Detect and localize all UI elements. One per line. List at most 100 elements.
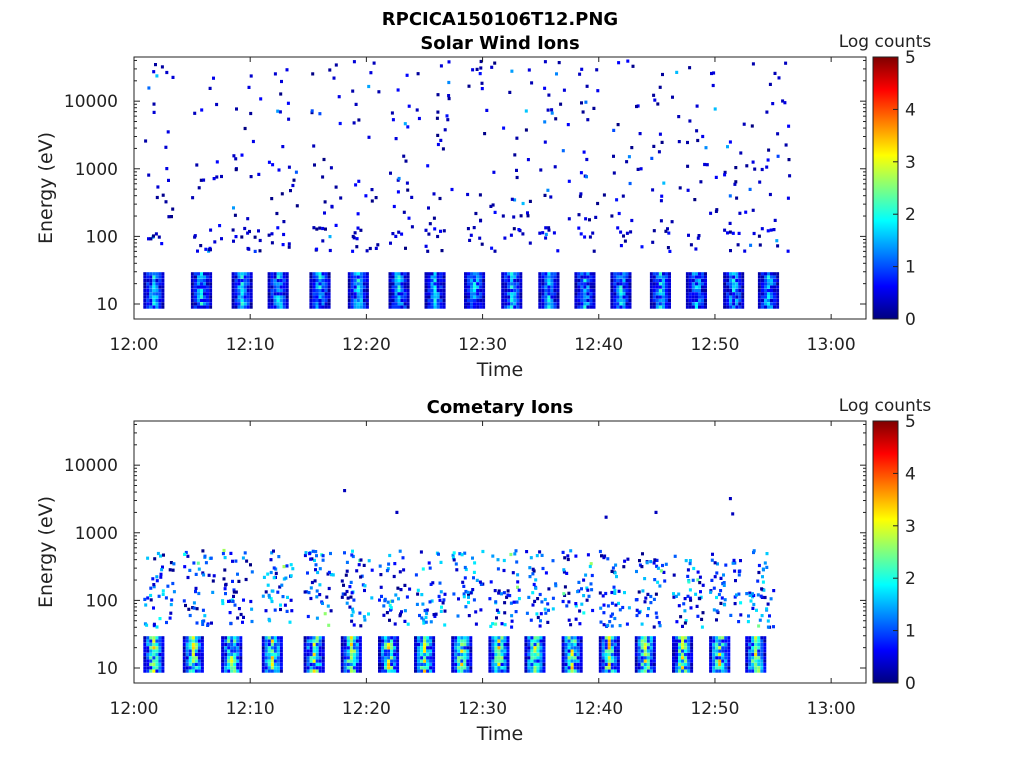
- low-energy-cell: [318, 278, 322, 283]
- low-energy-cell: [327, 272, 331, 276]
- scatter-cell: [694, 592, 698, 596]
- scatter-cell: [240, 235, 244, 239]
- low-energy-cell: [688, 302, 692, 306]
- scatter-cell: [787, 158, 791, 162]
- low-energy-cell: [738, 295, 742, 299]
- low-energy-cell: [542, 669, 546, 673]
- scatter-cell: [471, 68, 475, 72]
- low-energy-cell: [500, 642, 504, 647]
- low-energy-cell: [384, 642, 387, 647]
- low-energy-cell: [273, 288, 277, 293]
- scatter-cell: [236, 572, 239, 576]
- scatter-cell: [169, 611, 173, 615]
- low-energy-cell: [553, 275, 557, 279]
- low-energy-cell: [400, 272, 404, 276]
- scatter-cell: [660, 140, 664, 144]
- low-energy-cell: [233, 656, 237, 660]
- scatter-cell: [735, 593, 738, 597]
- low-energy-cell: [556, 302, 560, 306]
- low-energy-cell: [279, 288, 283, 293]
- scatter-cell: [761, 575, 764, 579]
- axes-frame: [133, 56, 867, 320]
- scatter-cell: [401, 556, 405, 560]
- low-energy-cell: [764, 288, 767, 293]
- low-energy-cell: [643, 639, 647, 643]
- scatter-cell: [567, 600, 571, 604]
- scatter-cell: [202, 619, 206, 623]
- scatter-cell: [722, 583, 726, 587]
- low-energy-cell: [221, 639, 225, 643]
- scatter-cell: [510, 197, 514, 201]
- low-energy-cell: [764, 278, 767, 283]
- low-energy-cell: [206, 272, 209, 276]
- low-energy-cell: [430, 292, 434, 296]
- scatter-cell: [170, 598, 174, 602]
- low-energy-cell: [637, 646, 641, 650]
- low-energy-cell: [152, 646, 156, 650]
- low-energy-cell: [601, 656, 605, 660]
- low-energy-cell: [391, 288, 395, 293]
- low-energy-cell: [473, 295, 476, 299]
- low-energy-cell: [356, 288, 360, 293]
- scatter-cell: [521, 201, 525, 206]
- scatter-cell: [649, 601, 653, 605]
- low-energy-cell: [285, 275, 289, 279]
- low-energy-cell: [149, 669, 153, 673]
- low-energy-cell: [637, 669, 641, 673]
- low-energy-cell: [764, 305, 767, 309]
- scatter-cell: [323, 211, 326, 215]
- scatter-cell: [272, 576, 276, 580]
- low-energy-cell: [741, 288, 745, 293]
- low-energy-cell: [315, 652, 319, 657]
- low-energy-cell: [704, 272, 707, 276]
- low-energy-cell: [767, 288, 770, 293]
- low-energy-cell: [185, 659, 189, 663]
- low-energy-cell: [652, 292, 656, 296]
- low-energy-cell: [640, 646, 644, 650]
- low-energy-cell: [197, 285, 200, 289]
- low-energy-cell: [233, 646, 237, 650]
- low-energy-cell: [751, 659, 755, 663]
- scatter-cell: [424, 228, 428, 232]
- low-energy-cell: [688, 275, 692, 279]
- low-energy-cell: [429, 639, 433, 643]
- low-energy-cell: [230, 646, 234, 650]
- low-energy-cell: [604, 642, 608, 647]
- low-energy-cell: [273, 636, 277, 640]
- low-energy-cell: [516, 282, 520, 286]
- scatter-cell: [310, 109, 314, 113]
- low-energy-cell: [622, 275, 626, 279]
- scatter-cell: [485, 108, 489, 112]
- scatter-cell: [436, 110, 440, 114]
- low-energy-cell: [681, 642, 684, 647]
- scatter-cell: [534, 586, 538, 590]
- low-energy-cell: [378, 659, 381, 663]
- scatter-cell: [243, 551, 247, 555]
- low-energy-cell: [607, 649, 611, 653]
- scatter-cell: [678, 186, 682, 190]
- low-energy-cell: [417, 649, 420, 653]
- low-energy-cell: [721, 666, 725, 670]
- low-energy-cell: [315, 278, 319, 283]
- low-energy-cell: [365, 292, 369, 296]
- scatter-cell: [502, 126, 506, 130]
- low-energy-cell: [406, 288, 410, 293]
- low-energy-cell: [152, 639, 156, 643]
- low-energy-cell: [463, 646, 467, 650]
- low-energy-cell: [155, 278, 159, 283]
- low-energy-cell: [681, 666, 684, 670]
- low-energy-cell: [760, 646, 764, 650]
- low-energy-cell: [143, 642, 147, 647]
- low-energy-cell: [273, 642, 277, 647]
- low-energy-cell: [688, 278, 692, 283]
- scatter-cell: [596, 201, 600, 206]
- scatter-cell: [717, 592, 721, 597]
- low-energy-cell: [303, 642, 307, 647]
- scatter-cell: [636, 167, 640, 171]
- low-energy-cell: [658, 305, 662, 309]
- low-energy-cell: [206, 295, 209, 299]
- low-energy-cell: [727, 652, 731, 657]
- low-energy-cell: [527, 636, 531, 640]
- scatter-cell: [539, 168, 543, 172]
- scatter-cell: [466, 590, 470, 594]
